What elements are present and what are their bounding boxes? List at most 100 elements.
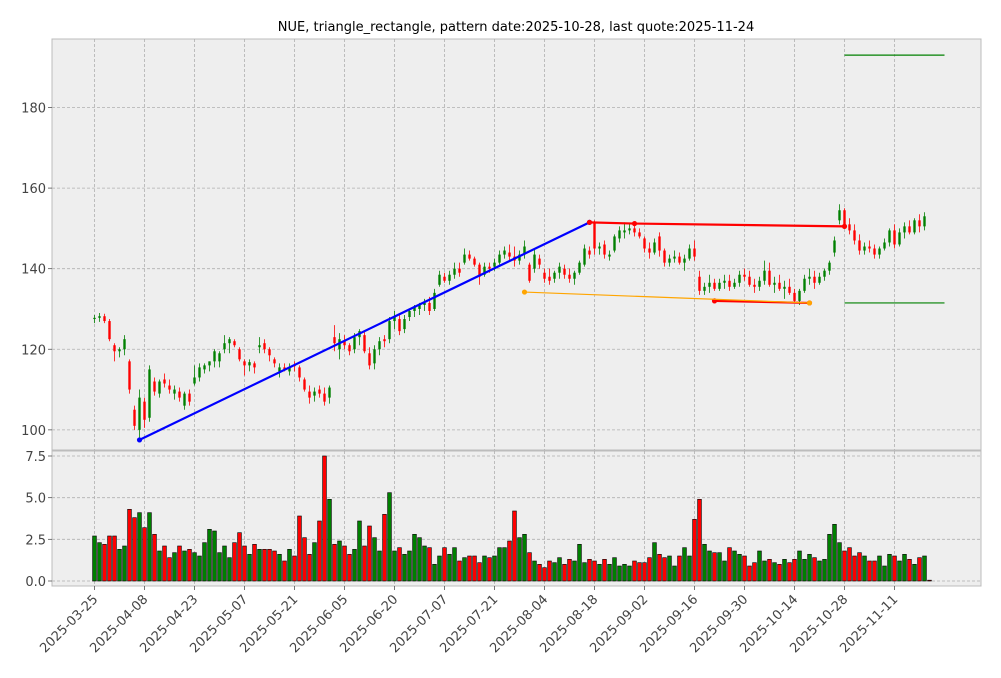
volume-bar — [127, 509, 132, 582]
candle-body — [783, 286, 786, 289]
volume-bar — [727, 547, 732, 582]
volume-bar — [307, 554, 312, 582]
candle-body — [163, 379, 166, 384]
candle-body — [658, 236, 661, 251]
volume-bar — [172, 552, 177, 582]
volume-bar — [457, 560, 462, 582]
candle-body — [588, 250, 591, 255]
price-y-tick-label: 160 — [21, 182, 46, 197]
volume-bar — [192, 552, 197, 582]
volume-bar — [757, 550, 762, 582]
candle-body — [533, 254, 536, 269]
candle-body — [778, 282, 781, 289]
volume-bar — [637, 562, 642, 582]
volume-bar — [747, 565, 752, 582]
price-y-tick-label: 180 — [21, 102, 46, 117]
volume-bar — [362, 545, 367, 582]
volume-bar — [302, 537, 307, 582]
candle-body — [503, 250, 506, 255]
volume-bar — [102, 544, 107, 582]
volume-bar — [817, 560, 822, 582]
price-y-tick-labels: 100 120 140 160 180 — [21, 102, 52, 439]
volume-bar — [372, 537, 377, 582]
candle-body — [738, 274, 741, 283]
volume-bar — [902, 554, 907, 582]
volume-bar — [92, 535, 97, 582]
volume-bar — [762, 560, 767, 582]
volume-bar — [462, 557, 467, 582]
volume-bar — [897, 560, 902, 582]
volume-bar — [452, 547, 457, 582]
volume-bar — [477, 562, 482, 582]
candle-body — [698, 276, 701, 291]
candle-body — [568, 274, 571, 279]
volume-bar — [317, 520, 322, 582]
candle-body — [528, 264, 531, 281]
candle-body — [908, 226, 911, 233]
volume-bar — [187, 549, 192, 582]
candle-body — [868, 246, 871, 249]
volume-bar — [667, 555, 672, 582]
volume-bar — [847, 547, 852, 582]
candle-body — [383, 339, 386, 342]
price-y-tick-label: 140 — [21, 263, 46, 278]
volume-bar — [202, 542, 207, 582]
volume-bar — [707, 550, 712, 582]
volume-bar — [212, 530, 217, 582]
volume-bar — [422, 545, 427, 582]
volume-bar — [297, 515, 302, 582]
volume-bar — [732, 550, 737, 582]
candle-body — [98, 316, 101, 318]
volume-bar — [467, 555, 472, 582]
candle-body — [453, 268, 456, 275]
candle-body — [128, 361, 131, 390]
volume-bar — [537, 564, 542, 582]
volume-bar — [142, 527, 147, 582]
candle-body — [308, 391, 311, 398]
candle-body — [153, 381, 156, 392]
candle-body — [288, 367, 291, 372]
candle-body — [883, 242, 886, 249]
volume-bar — [332, 544, 337, 582]
candle-body — [573, 272, 576, 279]
volume-bar — [132, 517, 137, 582]
candle-body — [198, 367, 201, 378]
candle-body — [263, 343, 266, 350]
volume-bar — [397, 547, 402, 582]
volume-bar — [322, 455, 327, 582]
candle-body — [848, 224, 851, 231]
candle-body — [103, 316, 106, 322]
candle-body — [333, 337, 336, 344]
candle-body — [803, 278, 806, 291]
volume-bar — [227, 557, 232, 582]
volume-bar — [577, 544, 582, 582]
volume-bar — [432, 564, 437, 582]
volume-bar — [347, 554, 352, 582]
candle-body — [768, 270, 771, 285]
volume-bar — [252, 544, 257, 582]
volume-bar — [532, 560, 537, 582]
volume-bar — [472, 555, 477, 582]
volume-bar — [342, 545, 347, 582]
candle-body — [283, 367, 286, 370]
volume-bar — [687, 555, 692, 582]
candle-body — [123, 339, 126, 350]
candle-body — [758, 280, 761, 287]
volume-bar — [392, 550, 397, 582]
candle-body — [433, 292, 436, 309]
volume-bar — [597, 564, 602, 582]
candle-body — [823, 270, 826, 277]
volume-bar — [807, 554, 812, 582]
volume-bar — [512, 510, 517, 582]
volume-bar — [112, 535, 117, 582]
candle-body — [218, 353, 221, 362]
volume-y-tick-label: 0.0 — [25, 575, 46, 590]
volume-bar — [617, 565, 622, 582]
candle-body — [798, 290, 801, 301]
volume-bar — [832, 524, 837, 582]
candle-body — [413, 306, 416, 311]
volume-bar — [917, 557, 922, 582]
candle-body — [808, 276, 811, 279]
candle-body — [448, 274, 451, 281]
